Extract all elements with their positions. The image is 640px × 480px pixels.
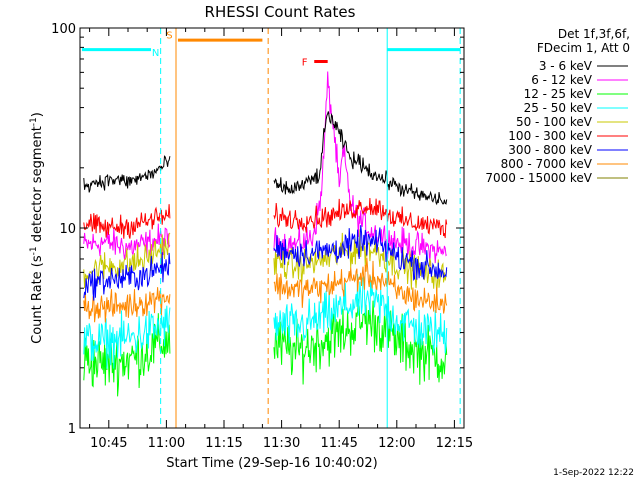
y-axis-label-sup2: -1 (29, 117, 39, 126)
x-tick-label: 11:15 (205, 436, 242, 451)
x-tick-label: 10:45 (90, 436, 127, 451)
legend-label-6: 100 - 300 keV (508, 129, 592, 143)
annotation-label-3: F (302, 57, 308, 68)
series-line-4-part-1 (83, 305, 171, 369)
y-tick-label: 1 (68, 422, 76, 437)
series-line-6-part-2 (273, 197, 448, 239)
annotation-label-1: N (152, 48, 159, 59)
x-tick-label: 11:00 (148, 436, 185, 451)
annotation-label-2: S (166, 30, 172, 41)
legend-header-line-2: FDecim 1, Att 0 (537, 41, 630, 55)
x-axis: 10:45 11:00 11:15 11:30 11:45 12:00 12:15 (89, 28, 473, 451)
series-line-1-part-1 (83, 155, 171, 193)
marker-layer: NS F (79, 28, 461, 428)
legend-label-1: 3 - 6 keV (539, 59, 593, 73)
series-line-1-part-2 (273, 111, 448, 206)
series-line-8-part-2 (273, 257, 448, 314)
series-line-6-part-1 (83, 204, 171, 239)
x-tick-label: 12:00 (378, 436, 415, 451)
x-tick-label: 11:45 (320, 436, 357, 451)
y-axis-label-mid: detector segment (30, 126, 45, 246)
legend-label-3: 12 - 25 keV (524, 87, 593, 101)
legend: Det 1f,3f,6f, FDecim 1, Att 0 3 - 6 keV6… (485, 27, 630, 185)
legend-label-5: 50 - 100 keV (516, 115, 593, 129)
series-line-3-part-1 (83, 313, 171, 397)
y-axis: 1 10 100 (51, 22, 464, 437)
legend-header-line-1: Det 1f,3f,6f, (558, 27, 630, 41)
y-axis-label-sup1: -1 (29, 246, 39, 255)
series-line-7-part-2 (273, 225, 448, 281)
y-axis-label-end: ) (30, 112, 45, 117)
legend-label-9: 7000 - 15000 keV (485, 171, 592, 185)
generated-timestamp: 1-Sep-2022 12:22 (553, 468, 634, 478)
legend-label-2: 6 - 12 keV (531, 73, 593, 87)
y-axis-label-main: Count Rate (s (30, 255, 45, 344)
y-axis-label: Count Rate (s-1 detector segment-1) (29, 112, 45, 344)
legend-label-7: 300 - 800 keV (508, 143, 592, 157)
y-tick-label: 100 (51, 22, 76, 37)
series-line-4-part-2 (273, 274, 448, 354)
legend-label-4: 25 - 50 keV (524, 101, 593, 115)
chart-title: RHESSI Count Rates (205, 3, 356, 21)
series-line-2-part-2 (273, 71, 448, 266)
y-tick-label: 10 (59, 222, 76, 237)
x-axis-label: Start Time (29-Sep-16 10:40:02) (166, 456, 377, 471)
x-tick-label: 11:30 (263, 436, 300, 451)
x-tick-label: 12:15 (436, 436, 473, 451)
legend-label-8: 800 - 7000 keV (501, 157, 593, 171)
series-line-8-part-1 (83, 287, 171, 323)
series-layer (83, 71, 448, 397)
series-line-3-part-2 (273, 298, 448, 385)
series-line-7-part-1 (83, 252, 171, 301)
